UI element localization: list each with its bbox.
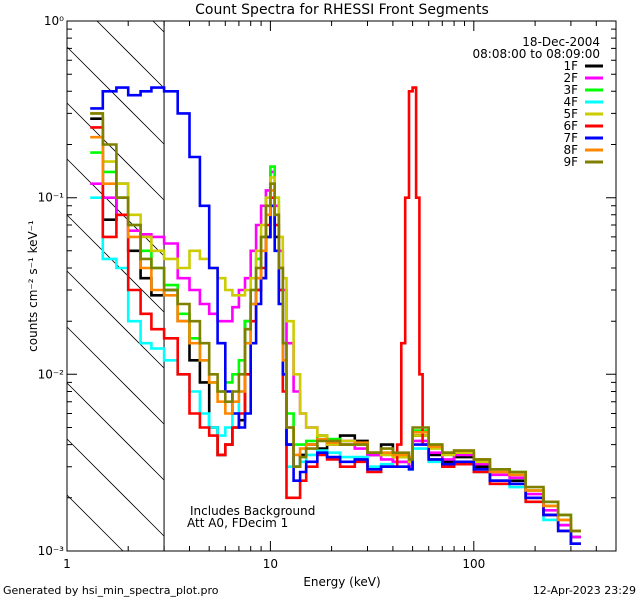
- legend-label-2F: 2F: [563, 71, 578, 85]
- y-axis-label: counts cm⁻² s⁻¹ keV⁻¹: [26, 220, 40, 352]
- series-layer: [90, 86, 581, 545]
- footer-timestamp: 12-Apr-2023 23:29: [533, 584, 636, 597]
- generated-by: Generated by hsi_min_spectra_plot.pro: [3, 584, 219, 597]
- series-line-7F: [90, 86, 581, 545]
- y-tick-label: 10⁻¹: [38, 191, 65, 205]
- plot-frame: [66, 20, 617, 552]
- legend-label-5F: 5F: [563, 107, 578, 121]
- legend-label-4F: 4F: [563, 95, 578, 109]
- legend-label-6F: 6F: [563, 119, 578, 133]
- series-line-9F: [90, 112, 581, 533]
- x-axis-label: Energy (keV): [303, 575, 380, 589]
- x-tick-label: 1: [63, 557, 71, 571]
- legend-label-7F: 7F: [563, 131, 578, 145]
- axes: 1 10 100 10⁻³ 10⁻² 10⁻¹ 10⁰: [38, 14, 617, 571]
- legend-time-range: 08:08:00 to 08:09:00: [473, 47, 600, 61]
- chart-title: Count Spectra for RHESSI Front Segments: [195, 2, 489, 18]
- y-tick-label: 10⁻²: [38, 367, 65, 381]
- y-tick-label: 10⁻³: [38, 544, 65, 558]
- legend-label-9F: 9F: [563, 155, 578, 169]
- x-tick-label: 10: [263, 557, 278, 571]
- annotation-attenuator: Att A0, FDecim 1: [187, 516, 288, 530]
- legend-label-1F: 1F: [563, 59, 578, 73]
- legend: 18-Dec-2004 08:08:00 to 08:09:00 1F2F3F4…: [473, 35, 603, 169]
- legend-date: 18-Dec-2004: [522, 35, 600, 49]
- axis-ticks: [66, 20, 617, 552]
- legend-label-8F: 8F: [563, 143, 578, 157]
- annotation-background: Includes Background: [190, 504, 315, 518]
- y-tick-label: 10⁰: [44, 14, 64, 28]
- legend-label-3F: 3F: [563, 83, 578, 97]
- x-tick-label: 100: [462, 557, 485, 571]
